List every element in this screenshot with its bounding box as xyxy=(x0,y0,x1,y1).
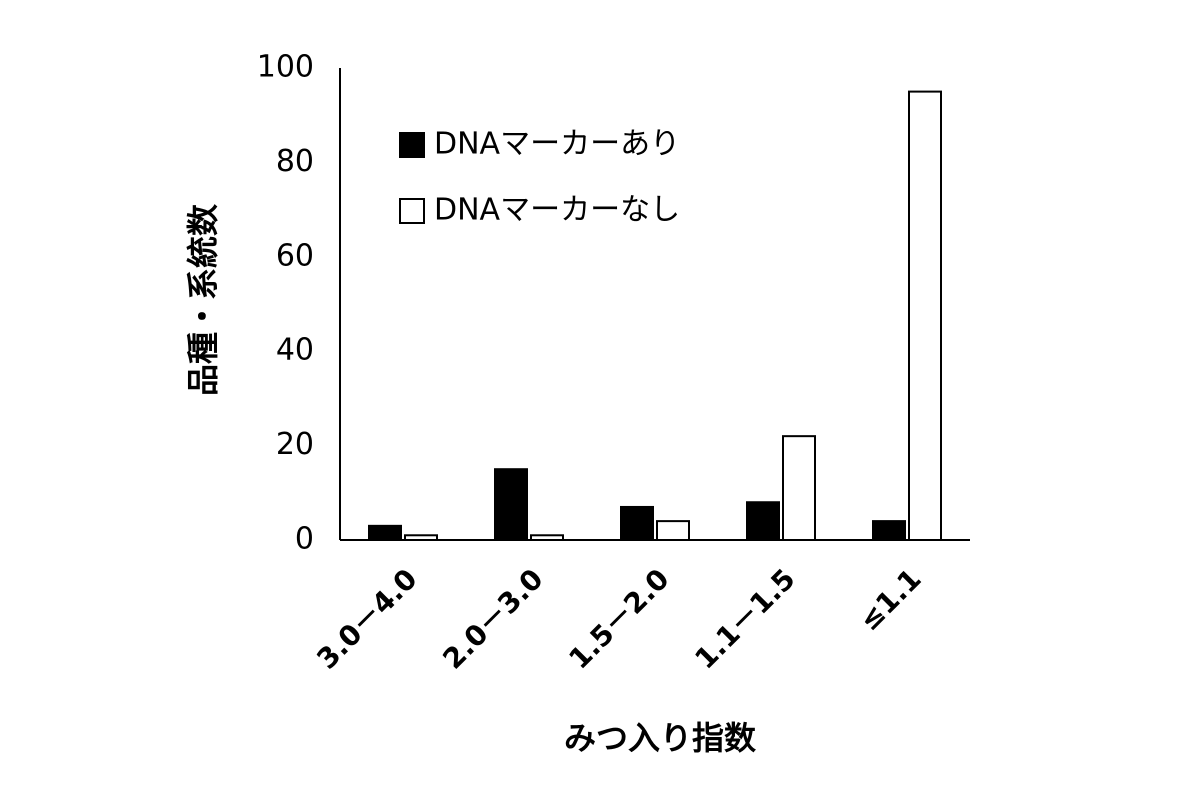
y-tick-label: 60 xyxy=(276,238,314,273)
bar xyxy=(368,524,402,542)
bar xyxy=(908,90,942,541)
bar xyxy=(746,501,780,541)
x-tick-label: 1.1－1.5 xyxy=(688,562,801,675)
y-tick-label: 80 xyxy=(276,144,314,179)
legend-swatch xyxy=(399,198,425,224)
y-tick-label: 20 xyxy=(276,427,314,462)
bar xyxy=(782,435,816,541)
y-tick-label: 100 xyxy=(257,50,314,85)
bar xyxy=(656,520,690,541)
x-tick-label: 1.5－2.0 xyxy=(562,562,675,675)
legend-label: DNAマーカーあり xyxy=(434,127,680,162)
legend-label: DNAマーカーなし xyxy=(434,193,680,228)
x-tick-label: 3.0－4.0 xyxy=(310,562,423,675)
legend-swatch xyxy=(399,132,425,158)
x-tick-label: 2.0－3.0 xyxy=(436,562,549,675)
y-tick-label: 40 xyxy=(276,333,314,368)
y-axis-label: 品種・系統数 xyxy=(184,203,222,396)
bar xyxy=(872,520,906,541)
bar xyxy=(494,468,528,542)
y-tick-label: 0 xyxy=(295,522,314,557)
x-axis-label: みつ入り指数 xyxy=(564,719,757,757)
x-tick-label: ≤1.1 xyxy=(853,562,928,637)
bar xyxy=(620,505,654,541)
